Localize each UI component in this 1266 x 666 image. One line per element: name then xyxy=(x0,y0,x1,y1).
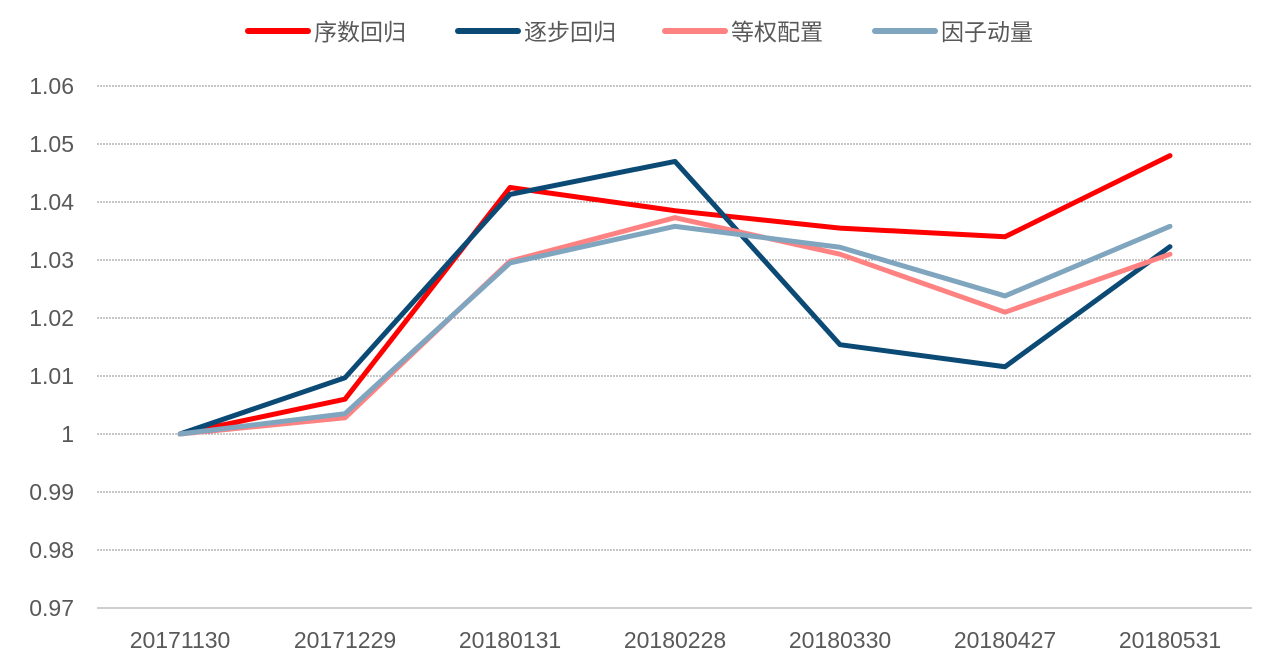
x-tick-label: 20180427 xyxy=(954,627,1056,653)
y-axis-ticks: 0.97 0.98 0.99 1 1.01 1.02 1.03 1.04 1.05 1.06 xyxy=(29,73,74,621)
legend-label: 序数回归 xyxy=(314,20,406,46)
x-tick-label: 20171229 xyxy=(294,627,396,653)
y-tick-label: 1.02 xyxy=(29,305,74,331)
legend: 序数回归 逐步回归 等权配置 因子动量 xyxy=(245,20,1033,46)
legend-label: 逐步回归 xyxy=(524,20,616,46)
y-tick-label: 1.03 xyxy=(29,247,74,273)
series-line-3 xyxy=(177,215,1173,437)
y-tick-label: 1.04 xyxy=(29,189,74,215)
x-tick-label: 20180131 xyxy=(459,627,561,653)
x-tick-label: 20171130 xyxy=(130,627,231,653)
legend-label: 因子动量 xyxy=(941,20,1033,46)
y-tick-label: 0.98 xyxy=(29,537,74,563)
y-tick-label: 1 xyxy=(61,421,74,447)
x-axis-ticks: 20171130 20171229 20180131 20180228 20180330… xyxy=(130,627,1221,653)
x-tick-label: 20180531 xyxy=(1119,627,1221,653)
y-tick-label: 1.06 xyxy=(29,73,74,99)
y-tick-label: 0.99 xyxy=(29,479,74,505)
gridlines xyxy=(97,85,1252,609)
legend-label: 等权配置 xyxy=(731,20,823,46)
y-tick-label: 1.01 xyxy=(29,363,74,389)
series-line-4 xyxy=(177,223,1173,437)
x-tick-label: 20180228 xyxy=(624,627,726,653)
series-line-1 xyxy=(177,153,1173,437)
series-line-2 xyxy=(177,158,1173,437)
series-lines xyxy=(177,153,1173,437)
y-tick-label: 1.05 xyxy=(29,131,74,157)
y-tick-label: 0.97 xyxy=(29,595,74,621)
x-tick-label: 20180330 xyxy=(789,627,891,653)
